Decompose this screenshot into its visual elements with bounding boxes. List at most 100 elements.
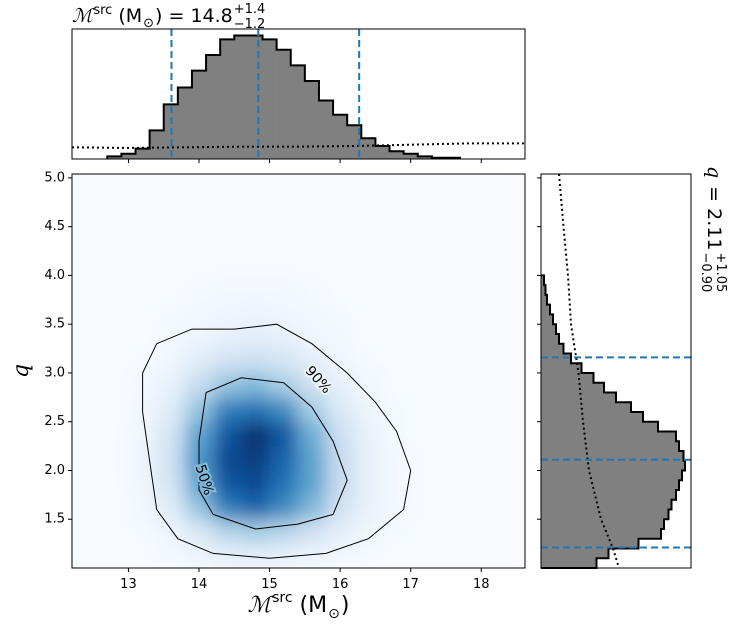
histogram-bar <box>234 35 249 159</box>
heatmap-cell <box>382 470 412 496</box>
heatmap-cell <box>410 372 440 398</box>
heatmap-cell <box>297 397 327 423</box>
heatmap-cell <box>354 299 383 325</box>
y-tick-label: 3.5 <box>44 317 65 332</box>
histogram-bar <box>541 392 616 403</box>
y-tick-label: 4.0 <box>44 268 65 283</box>
heatmap-cell <box>326 494 355 520</box>
heatmap-cell <box>156 397 186 423</box>
histogram-bar <box>220 39 235 159</box>
heatmap-cell <box>213 397 242 423</box>
heatmap-cell <box>100 421 129 447</box>
y-tick-label: 5.0 <box>44 170 65 185</box>
heatmap-cell <box>382 421 412 447</box>
heatmap-cell <box>156 543 186 568</box>
x-tick-label: 15 <box>261 577 278 592</box>
heatmap-cell <box>410 470 440 496</box>
histogram-bar <box>541 460 685 471</box>
heatmap-cell <box>354 494 383 520</box>
histogram-bar <box>541 509 669 520</box>
heatmap-cell <box>354 543 383 568</box>
heatmap-cell <box>241 494 271 520</box>
histogram-bar <box>541 353 571 364</box>
heatmap-cell <box>241 324 271 350</box>
heatmap-cell <box>184 324 214 350</box>
heatmap-cell <box>382 348 412 374</box>
heatmap-cell <box>213 470 242 496</box>
histogram-bar <box>149 130 165 159</box>
side-title-part: = 2.11 <box>703 186 725 250</box>
heatmap-cell <box>382 299 412 325</box>
histogram-bar <box>541 548 609 559</box>
heatmap-cell <box>297 275 327 301</box>
histogram-bar <box>541 480 679 491</box>
contour-line <box>142 323 412 559</box>
heatmap-cell <box>382 275 412 301</box>
heatmap-cell <box>241 275 271 301</box>
heatmap-cells <box>100 275 440 568</box>
heatmap-cell <box>128 519 158 545</box>
contour-line <box>198 377 348 530</box>
histogram-bar <box>333 114 348 159</box>
heatmap-cell <box>156 348 186 374</box>
heatmap-cell <box>410 421 440 447</box>
heatmap-cell <box>297 543 327 568</box>
heatmap-cell <box>269 275 299 301</box>
heatmap-cell <box>382 324 412 350</box>
plot-frame <box>71 28 526 160</box>
heatmap-cell <box>128 275 158 301</box>
histogram-bar <box>541 333 559 344</box>
heatmap-cell <box>269 446 299 471</box>
heatmap-cell <box>241 299 271 325</box>
histogram-bar <box>541 450 684 462</box>
heatmap-cell <box>156 372 186 398</box>
histogram-bar <box>541 314 553 325</box>
histogram-bar <box>191 70 207 159</box>
heatmap-cell <box>100 543 129 568</box>
x-tick-label: 13 <box>120 577 137 592</box>
histogram-bar <box>541 411 643 423</box>
heatmap-cell <box>326 470 355 496</box>
heatmap-cell <box>100 299 129 325</box>
histogram-bar <box>276 49 292 159</box>
heatmap-cell <box>128 446 158 471</box>
heatmap-cell <box>100 372 129 398</box>
heatmap-cell <box>410 446 440 471</box>
heatmap <box>100 275 440 568</box>
heatmap-cell <box>382 494 412 520</box>
heatmap-cell <box>241 421 271 447</box>
heatmap-cell <box>410 494 440 520</box>
heatmap-cell <box>128 324 158 350</box>
x-tick-label: 18 <box>473 577 490 592</box>
heatmap-cell <box>213 519 242 545</box>
title-part: +1.4 <box>234 2 266 17</box>
histogram-bar <box>290 65 306 159</box>
histogram-bar <box>541 294 547 305</box>
plot-frame <box>540 173 692 569</box>
plot-frame <box>71 173 526 569</box>
x-tick-label: 17 <box>402 577 419 592</box>
heatmap-cell <box>297 324 327 350</box>
heatmap-cell <box>128 299 158 325</box>
histogram-bar <box>541 304 550 315</box>
histogram-bar <box>541 489 676 501</box>
y-tick-label: 2.5 <box>44 414 65 429</box>
heatmap-cell <box>297 421 327 447</box>
heatmap-cell <box>184 275 214 301</box>
heatmap-cell <box>269 348 299 374</box>
title-part: (M <box>118 5 142 27</box>
histogram-bar <box>177 87 193 159</box>
heatmap-cell <box>297 348 327 374</box>
heatmap-cell <box>156 446 186 471</box>
y-tick-label: 3.0 <box>44 365 65 380</box>
x-axis-label-part: ⊙ <box>328 606 340 622</box>
heatmap-cell <box>297 299 327 325</box>
heatmap-cell <box>213 324 242 350</box>
histogram-bar <box>347 125 362 159</box>
histogram-bar <box>541 372 594 384</box>
x-tick-label: 16 <box>332 577 349 592</box>
heatmap-cell <box>241 470 271 496</box>
